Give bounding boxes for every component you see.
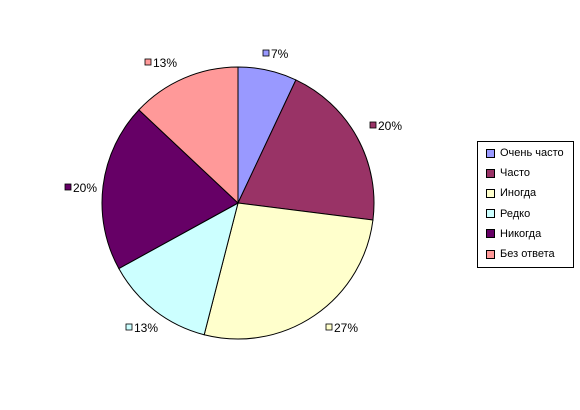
pie-slice-2 <box>237 79 375 221</box>
data-label-swatch <box>325 323 333 331</box>
legend-item: Никогда <box>486 227 541 241</box>
legend-label: Редко <box>500 207 531 220</box>
data-label-5: 20% <box>64 181 97 195</box>
data-label-text: 13% <box>153 56 177 70</box>
data-label-3: 27% <box>325 321 358 335</box>
legend-label: Никогда <box>500 227 542 240</box>
legend-swatch <box>486 249 495 259</box>
legend-item: Редко <box>486 207 530 221</box>
legend-item: Без ответа <box>486 247 555 261</box>
data-label-swatch <box>125 323 133 331</box>
data-label-swatch <box>262 49 270 57</box>
legend-label: Часто <box>500 167 530 180</box>
pie-slice-3 <box>203 202 374 340</box>
legend-item: Очень часто <box>486 146 564 160</box>
legend-swatch <box>486 168 495 178</box>
data-label-text: 20% <box>378 119 402 133</box>
pie-slice-4 <box>118 202 239 336</box>
data-label-6: 13% <box>144 56 177 70</box>
pie-slice-6 <box>138 66 239 205</box>
data-label-text: 27% <box>334 321 358 335</box>
legend-swatch <box>486 188 495 198</box>
legend-label: Очень часто <box>500 147 564 159</box>
legend-swatch <box>486 209 495 219</box>
data-label-2: 20% <box>369 119 402 133</box>
data-label-4: 13% <box>125 321 158 335</box>
legend-swatch <box>486 229 495 239</box>
data-label-text: 13% <box>134 321 158 335</box>
legend: Очень часто Часто Иногда Редко Никогда Без от… <box>477 141 574 268</box>
data-label-1: 7% <box>262 47 289 61</box>
legend-item: Часто <box>486 166 530 180</box>
legend-label: Иногда <box>500 187 537 200</box>
legend-swatch <box>486 148 495 158</box>
data-label-swatch <box>369 121 377 129</box>
data-label-swatch <box>64 183 72 191</box>
pie-slice-5 <box>101 109 239 270</box>
data-label-swatch <box>144 58 152 66</box>
data-label-text: 7% <box>271 47 289 61</box>
legend-item: Иногда <box>486 186 536 200</box>
data-label-text: 20% <box>73 181 97 195</box>
legend-label: Без ответа <box>500 248 555 260</box>
